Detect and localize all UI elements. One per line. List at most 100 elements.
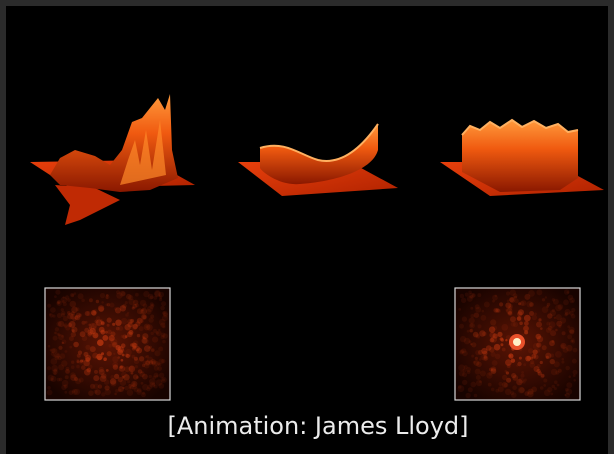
speckle xyxy=(50,358,57,365)
speckle xyxy=(106,303,109,306)
speckle xyxy=(56,321,61,326)
speckle xyxy=(538,371,542,375)
speckle xyxy=(90,346,96,352)
speckle xyxy=(521,374,525,378)
speckle xyxy=(112,323,115,326)
speckle xyxy=(71,307,78,314)
speckle xyxy=(133,324,138,329)
speckle xyxy=(115,307,121,313)
speckle xyxy=(519,387,525,393)
speckle xyxy=(570,340,573,343)
speckle xyxy=(121,372,127,378)
speckle xyxy=(137,318,143,324)
speckle xyxy=(471,342,476,347)
speckle xyxy=(141,371,144,374)
speckle xyxy=(550,330,556,336)
speckle xyxy=(115,320,121,326)
speckle xyxy=(505,389,511,395)
speckle xyxy=(62,340,67,345)
speckle xyxy=(106,297,109,300)
speckle xyxy=(72,389,78,395)
speckle xyxy=(51,348,56,353)
speckle xyxy=(127,312,129,314)
speckle xyxy=(49,313,53,317)
speckle xyxy=(99,369,105,375)
speckle xyxy=(566,388,573,395)
speckle xyxy=(161,335,165,339)
speckle xyxy=(571,314,576,319)
page: {"caption": "[Animation: James Lloyd]"} xyxy=(0,0,614,454)
speckle xyxy=(154,350,160,356)
speckle xyxy=(459,324,464,329)
speckle xyxy=(150,296,154,300)
speckle xyxy=(486,372,492,378)
speckle xyxy=(474,313,479,318)
speckle xyxy=(89,298,93,302)
speckle xyxy=(103,357,107,361)
speckle xyxy=(152,337,158,343)
speckle xyxy=(562,331,566,335)
speckle xyxy=(522,334,524,336)
speckle xyxy=(131,372,134,375)
speckle xyxy=(468,387,473,392)
speckle xyxy=(519,378,525,384)
speckle xyxy=(136,348,142,354)
speckle xyxy=(53,336,58,341)
speckle xyxy=(121,359,124,362)
speckle xyxy=(545,353,551,359)
speckle xyxy=(551,369,558,376)
speckle xyxy=(507,364,511,368)
speckle xyxy=(508,304,513,309)
speckle xyxy=(74,292,77,295)
speckle xyxy=(99,327,105,333)
speckle xyxy=(547,313,552,318)
speckle xyxy=(542,298,545,301)
speckle xyxy=(101,301,104,304)
speckle xyxy=(524,315,531,322)
speckle xyxy=(465,393,470,398)
speckle xyxy=(139,326,144,331)
speckle xyxy=(530,362,536,368)
speckle xyxy=(71,332,76,337)
speckle xyxy=(137,334,140,337)
speckle xyxy=(58,346,62,350)
speckle xyxy=(111,332,116,337)
speckle xyxy=(542,345,547,350)
speckle xyxy=(554,380,558,384)
speckle xyxy=(159,295,162,298)
speckle xyxy=(540,386,544,390)
speckle xyxy=(479,380,482,383)
speckle xyxy=(517,362,521,366)
speckle xyxy=(85,357,90,362)
speckle xyxy=(470,307,473,310)
speckle xyxy=(53,372,56,375)
speckle xyxy=(57,378,61,382)
speckle xyxy=(475,357,478,360)
speckle xyxy=(479,330,485,336)
speckle xyxy=(64,391,67,394)
speckle xyxy=(566,382,572,388)
speckle xyxy=(481,315,487,321)
speckle xyxy=(77,360,80,363)
speckle xyxy=(561,344,565,348)
speckle xyxy=(132,304,137,309)
speckle xyxy=(134,359,140,365)
speckle xyxy=(508,353,513,358)
speckle xyxy=(490,338,495,343)
speckle xyxy=(482,356,487,361)
speckle xyxy=(47,304,51,308)
speckle xyxy=(460,349,464,353)
speckle xyxy=(145,356,148,359)
speckle xyxy=(547,303,551,307)
speckle xyxy=(60,353,66,359)
speckle xyxy=(507,300,510,303)
speckle xyxy=(71,361,74,364)
speckle xyxy=(113,353,115,355)
speckle xyxy=(125,301,128,304)
speckle xyxy=(141,382,144,385)
speckle xyxy=(552,309,555,312)
speckle xyxy=(139,356,144,361)
speckle xyxy=(114,393,117,396)
speckle xyxy=(482,310,485,313)
speckle xyxy=(90,384,95,389)
